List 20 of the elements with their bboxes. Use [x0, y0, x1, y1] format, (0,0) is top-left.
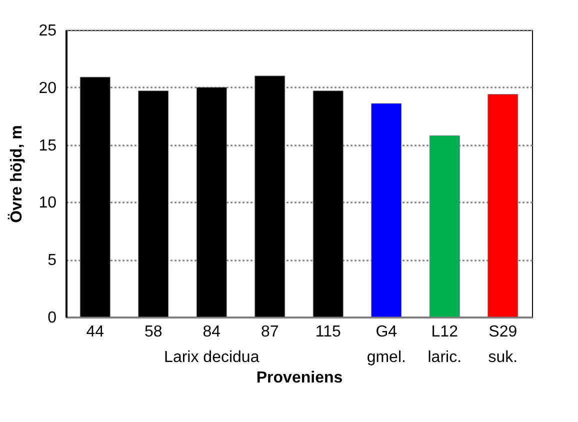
x-tick-label: S29 — [488, 324, 518, 340]
y-axis-title: Övre höjd, m — [8, 125, 26, 223]
text: Larix decidua — [164, 349, 260, 366]
y-tick-label: 5 — [48, 252, 57, 270]
x-tick-label: 115 — [315, 324, 341, 340]
x-tick-label: 87 — [260, 324, 279, 340]
y-tick-label: 20 — [38, 80, 57, 97]
y-tick-label: 25 — [38, 22, 57, 40]
text: gmel. — [366, 349, 406, 366]
text: laric. — [428, 349, 462, 366]
y-tick-label: 10 — [38, 194, 57, 212]
x-tick-label: 84 — [202, 324, 221, 340]
x-tick-label: 44 — [86, 324, 104, 340]
text: suk. — [488, 349, 518, 366]
x-tick-label: 58 — [144, 324, 162, 340]
y-tick-label: 15 — [38, 137, 57, 154]
x-axis-title: Proveniens — [256, 370, 343, 386]
y-tick-label: 0 — [48, 310, 57, 326]
x-tick-label: G4 — [376, 324, 398, 340]
x-tick-label: L12 — [431, 324, 458, 340]
